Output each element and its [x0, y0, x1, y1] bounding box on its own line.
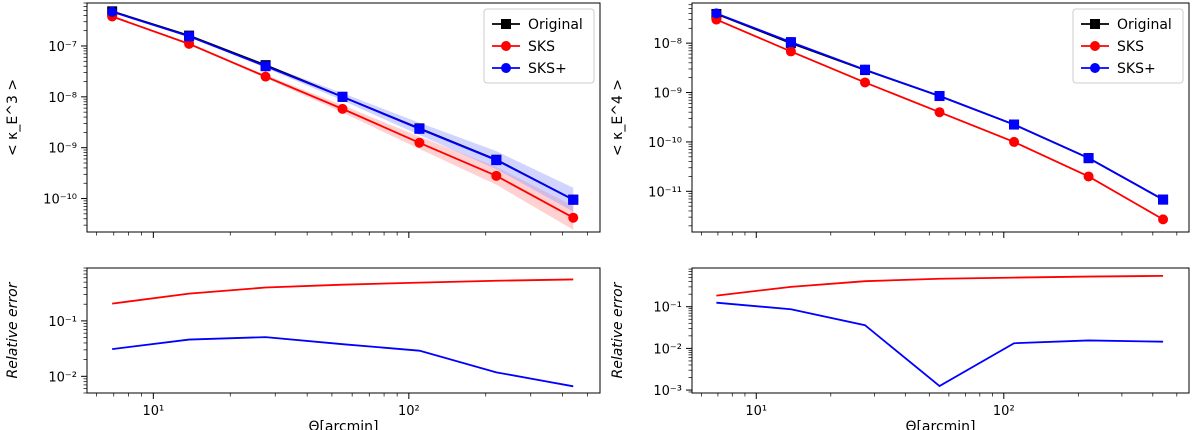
- chart-panel-left-top: 10⁻¹⁰ 10⁻⁹ 10⁻⁸ 10⁻⁷ < κ_E^3 > Original SKS SKS…: [5, 2, 601, 238]
- series-line-sks: [716, 274, 1164, 297]
- data-point-sks-plus: [711, 8, 722, 19]
- legend-label-original: Original: [1117, 17, 1172, 33]
- data-point-sks-plus-square: [1158, 194, 1169, 205]
- legend-label-sks: SKS: [1117, 39, 1144, 55]
- data-point-sks: [1083, 171, 1094, 182]
- data-point-sks-plus-square: [1009, 119, 1020, 130]
- y-tick-label: 10⁻¹: [653, 301, 682, 316]
- y-axis-label: < κ_E^4 >: [610, 79, 626, 156]
- y-tick-label: 10⁻⁷: [48, 40, 77, 55]
- data-point-sks-plus-square: [785, 37, 796, 48]
- legend-box: [1072, 8, 1184, 84]
- y-tick-label: 10⁻²: [48, 370, 77, 385]
- x-tick-label: 10²: [398, 404, 420, 419]
- data-point-sks: [785, 46, 796, 57]
- legend-marker-sks-plus: [1090, 63, 1100, 73]
- data-point-sks-plus-square: [337, 91, 348, 102]
- data-point-sks: [184, 38, 195, 49]
- data-point-sks: [860, 77, 871, 88]
- legend-label-sks: SKS: [528, 39, 555, 55]
- axes-frame: [691, 267, 1190, 394]
- y-tick-label: 10⁻⁹: [653, 87, 682, 102]
- chart-panel-left-bottom: 10⁻² 10⁻¹ 10¹ 10² Relative error Θ[arcmin]: [5, 267, 601, 430]
- x-tick-label: 10¹: [745, 404, 767, 419]
- data-point-sks-plus-square: [568, 194, 579, 205]
- data-point-sks: [1009, 136, 1020, 147]
- legend-label-sks-plus: SKS+: [1117, 61, 1156, 77]
- legend-label-original: Original: [528, 17, 583, 33]
- data-point-sks-plus-square: [414, 123, 425, 134]
- axes-frame: [691, 2, 1190, 233]
- legend-marker-original: [501, 19, 511, 29]
- y-axis-label: Relative error: [610, 281, 626, 378]
- axes-frame: [86, 267, 601, 394]
- data-point-sks-plus-square: [1083, 153, 1094, 164]
- data-point-sks: [337, 103, 348, 114]
- axes-frame: [86, 2, 601, 233]
- y-tick-label: 10⁻⁹: [48, 142, 77, 157]
- y-tick-label: 10⁻¹⁰: [648, 136, 682, 151]
- y-axis-label: Relative error: [5, 281, 21, 378]
- data-point-sks-plus-square: [184, 31, 195, 42]
- y-axis-label: < κ_E^3 >: [5, 79, 21, 156]
- data-point-sks: [260, 71, 271, 82]
- data-point-sks: [1158, 214, 1169, 225]
- chart-panel-right-bottom: 10⁻³ 10⁻² 10⁻¹ 10¹ 10² Relative error Θ[arcmin…: [610, 267, 1190, 430]
- legend-marker-sks-plus: [501, 63, 511, 73]
- y-tick-label: 10⁻⁸: [48, 91, 77, 106]
- legend-marker-sks: [501, 41, 511, 51]
- x-tick-label: 10¹: [142, 404, 164, 419]
- plot-data: [107, 6, 579, 230]
- legend-marker-sks: [1090, 41, 1100, 51]
- plot-data: [711, 8, 1169, 225]
- y-tick-label: 10⁻¹: [48, 315, 77, 330]
- legend-box: [483, 8, 595, 84]
- data-point-sks-plus-square: [260, 61, 271, 72]
- legend-label-sks-plus: SKS+: [528, 61, 567, 77]
- data-point-sks: [491, 170, 502, 181]
- data-point-sks-plus-square: [491, 155, 502, 166]
- y-tick-label: 10⁻¹¹: [648, 185, 682, 200]
- plot-data: [112, 278, 574, 388]
- series-line-sks-plus: [716, 301, 1164, 388]
- x-axis-label: Θ[arcmin]: [905, 419, 975, 430]
- y-tick-label: 10⁻¹⁰: [43, 193, 77, 208]
- data-point-sks: [568, 212, 579, 223]
- chart-panel-right-top: 10⁻¹¹ 10⁻¹⁰ 10⁻⁹ 10⁻⁸ < κ_E^4 > Original SKS SK…: [610, 2, 1190, 238]
- data-point-sks-plus-square: [860, 64, 871, 75]
- y-tick-label: 10⁻⁸: [653, 37, 682, 52]
- y-tick-label: 10⁻³: [653, 384, 682, 399]
- plot-data: [716, 274, 1164, 388]
- data-point-sks: [934, 107, 945, 118]
- legend-marker-original: [1090, 19, 1100, 29]
- series-line-sks: [112, 278, 574, 305]
- x-tick-label: 10²: [993, 404, 1015, 419]
- series-line-sks-plus: [112, 336, 574, 388]
- y-tick-label: 10⁻²: [653, 342, 682, 357]
- x-axis-label: Θ[arcmin]: [308, 419, 378, 430]
- data-point-sks-plus: [107, 6, 118, 17]
- data-point-sks-plus-square: [934, 91, 945, 102]
- data-point-sks: [414, 137, 425, 148]
